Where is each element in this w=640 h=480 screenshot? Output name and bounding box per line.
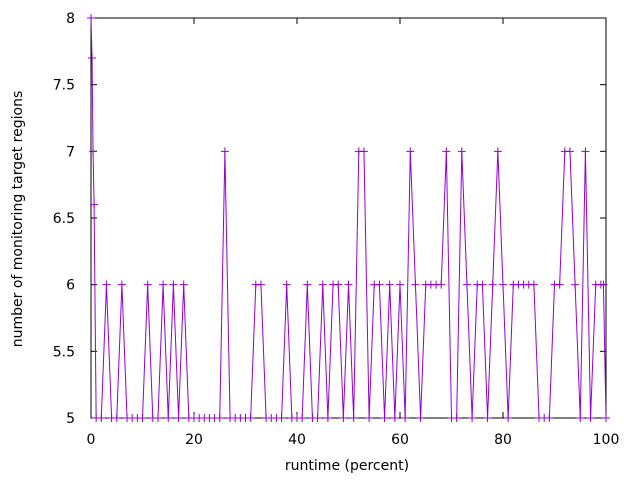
series-group (87, 14, 610, 422)
data-point (112, 414, 121, 422)
y-tick-label: 7 (66, 144, 75, 160)
data-point (488, 280, 497, 289)
data-point (499, 280, 507, 289)
data-point (390, 414, 399, 422)
y-tick-label: 6.5 (53, 211, 75, 227)
data-point (87, 14, 95, 22)
x-tick-label: 80 (494, 432, 512, 448)
data-point (220, 147, 229, 156)
x-tick-labels: 0 20 40 60 80 100 (87, 432, 620, 448)
data-point (303, 280, 312, 289)
data-point (442, 147, 451, 156)
data-point (88, 54, 97, 62)
data-point (529, 280, 538, 289)
data-point (102, 280, 111, 289)
data-point (90, 200, 99, 209)
y-tick-label: 6 (66, 278, 75, 294)
data-point (599, 280, 608, 289)
data-point (339, 414, 348, 422)
data-point (179, 280, 188, 289)
y-tick-labels: 5 5.5 6 6.5 7 7.5 8 (53, 11, 75, 427)
data-point (493, 147, 502, 156)
data-point (246, 414, 255, 422)
data-point (416, 414, 425, 422)
data-point (318, 280, 327, 289)
y-tick-label: 7.5 (53, 78, 75, 94)
data-point (452, 414, 461, 422)
data-point (344, 280, 353, 289)
data-point (143, 280, 152, 289)
data-point (462, 280, 471, 289)
y-tick-label: 5 (66, 411, 75, 427)
data-point (174, 414, 183, 422)
data-point (97, 414, 106, 422)
data-point (545, 414, 554, 422)
data-point (586, 414, 595, 422)
data-point (396, 280, 404, 289)
data-point (375, 280, 384, 289)
data-point (385, 280, 394, 289)
data-point (411, 280, 420, 289)
data-point (323, 414, 332, 422)
x-tick-label: 60 (391, 432, 409, 448)
data-point (159, 280, 168, 289)
data-point (576, 414, 585, 422)
data-point (169, 280, 178, 289)
data-point (380, 414, 389, 422)
data-point (359, 147, 368, 156)
x-axis-label: runtime (percent) (285, 458, 409, 474)
data-point (164, 414, 173, 422)
data-point (89, 147, 98, 156)
data-point (365, 414, 374, 422)
data-point (478, 280, 487, 289)
y-tick-label: 5.5 (53, 344, 75, 360)
data-point (215, 414, 224, 422)
data-point (334, 280, 343, 289)
data-point (581, 147, 590, 156)
data-point (602, 414, 610, 422)
x-tick-label: 100 (593, 432, 620, 448)
axis-ticks (90, 17, 607, 419)
data-point (457, 147, 466, 156)
y-tick-label: 8 (66, 11, 75, 27)
data-point (565, 147, 574, 156)
y-axis-label: number of monitoring target regions (10, 91, 26, 348)
series-line (90, 17, 607, 419)
x-tick-label: 20 (185, 432, 203, 448)
data-point (282, 280, 291, 289)
data-point (406, 147, 415, 156)
data-point (468, 414, 477, 422)
plot-frame (90, 17, 607, 419)
data-point (277, 414, 286, 422)
data-point (437, 280, 446, 289)
data-point (504, 414, 513, 422)
data-point (298, 414, 307, 422)
data-point (117, 280, 126, 289)
data-point (256, 280, 265, 289)
data-point (401, 414, 410, 422)
data-point (138, 414, 147, 422)
x-tick-label: 0 (87, 432, 96, 448)
data-point (555, 280, 564, 289)
data-point (153, 414, 162, 422)
data-point (313, 414, 322, 422)
data-point (349, 414, 358, 422)
x-tick-label: 40 (288, 432, 306, 448)
data-point (571, 280, 580, 289)
data-point (483, 414, 492, 422)
